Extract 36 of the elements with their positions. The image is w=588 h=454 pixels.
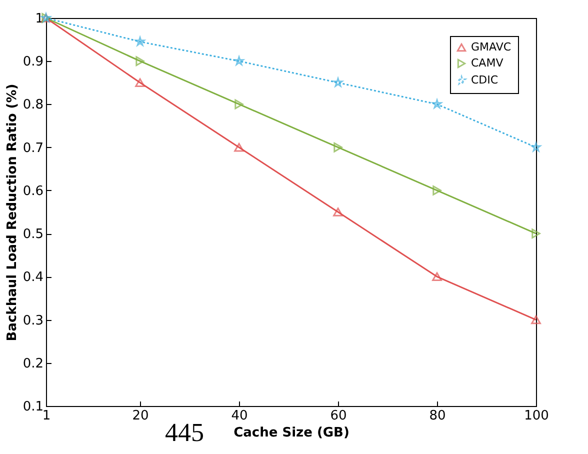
point — [333, 78, 343, 87]
y-tick-label: 0.4 — [22, 270, 44, 286]
x-tick-label: 40 — [231, 408, 248, 424]
point — [135, 78, 145, 88]
y-tick-label: 0.1 — [22, 400, 44, 414]
text: 445 — [165, 418, 204, 448]
point — [234, 56, 244, 66]
legend-label: CDIC — [471, 74, 498, 86]
x-axis-title: Cache Size (GB) — [234, 426, 350, 440]
x-tick-label: 20 — [132, 408, 149, 424]
x-tick-label: 100 — [524, 408, 549, 424]
x-tick-label: 60 — [330, 408, 347, 424]
point — [531, 142, 541, 152]
point — [531, 315, 541, 324]
point — [333, 208, 343, 216]
point — [136, 56, 144, 66]
y-tick-label: 0.8 — [22, 98, 44, 113]
point — [532, 228, 540, 238]
legend-label: CAMV — [471, 56, 504, 70]
point — [135, 36, 145, 46]
y-tick-label: 0.2 — [22, 356, 44, 372]
y-tick-label: 0.3 — [22, 313, 44, 328]
y-tick-label: 0.6 — [22, 184, 44, 199]
y-tick-label: 0.5 — [22, 227, 44, 242]
point — [234, 142, 244, 152]
point — [432, 186, 442, 196]
point — [432, 272, 442, 282]
legend-label: GMAVC — [471, 40, 512, 54]
x-tick-label: 80 — [429, 408, 446, 424]
point — [334, 142, 342, 152]
point — [432, 99, 442, 108]
y-tick-label: 1 — [35, 12, 44, 26]
y-axis-title: Backhaul Load Reduction Ratio (%) — [4, 84, 20, 342]
point — [234, 99, 244, 110]
y-tick-label: 0.7 — [22, 140, 44, 156]
y-tick-label: 0.9 — [22, 54, 44, 70]
